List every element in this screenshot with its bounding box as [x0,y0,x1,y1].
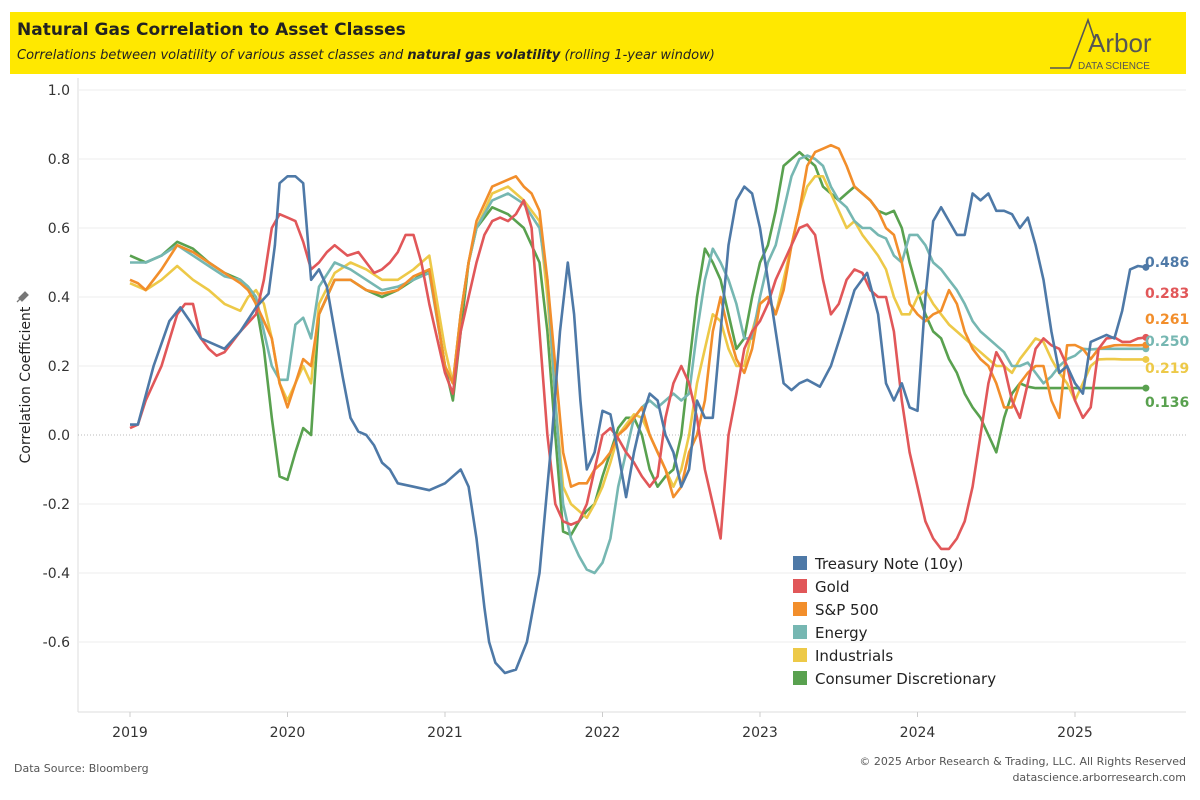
subtitle-text-2: (rolling 1-year window) [560,48,715,63]
y-tick-label: -0.2 [43,497,70,513]
legend-swatch[interactable] [793,556,807,570]
arbor-logo: Arbor DATA SCIENCE [1050,17,1152,72]
legend-item[interactable]: S&P 500 [815,601,879,619]
footer-right: © 2025 Arbor Research & Trading, LLC. Al… [859,754,1186,786]
series-end-label: 0.136 [1145,395,1189,411]
legend-swatch[interactable] [793,625,807,639]
y-tick-label: 0.2 [48,359,70,375]
x-tick-label: 2021 [427,725,463,741]
x-tick-label: 2023 [742,725,778,741]
series-line-4 [129,175,1146,520]
series-line-2 [129,143,1146,499]
chart-subtitle: Correlations between volatility of vario… [17,48,715,63]
series-end-label: 0.486 [1145,255,1189,271]
x-tick-label: 2025 [1057,725,1093,741]
chart-title: Natural Gas Correlation to Asset Classes [17,20,406,40]
logo-subtext: DATA SCIENCE [1078,61,1150,72]
series-end-marker-2 [1142,341,1150,349]
series-end-label: 0.219 [1145,361,1189,377]
y-tick-label: 0.0 [48,428,70,444]
series-end-label: 0.250 [1145,334,1190,350]
y-tick-label: 0.6 [48,221,70,237]
legend-item[interactable]: Consumer Discretionary [815,670,996,688]
x-tick-label: 2024 [900,725,936,741]
series-line-0 [130,175,1147,675]
series-end-marker-1 [1142,333,1150,341]
legend-swatch[interactable] [793,579,807,593]
series-line-3 [130,154,1146,575]
legend-item[interactable]: Gold [815,578,850,596]
pin-icon [16,291,29,303]
legend-item[interactable]: Treasury Note (10y) [814,555,963,573]
copyright: © 2025 Arbor Research & Trading, LLC. Al… [859,755,1186,768]
y-tick-label: 0.4 [48,290,70,306]
logo-text: Arbor [1088,28,1152,58]
y-tick-label: -0.4 [43,566,70,582]
series-end-marker-0 [1142,263,1150,271]
y-tick-label: 1.0 [48,83,70,99]
legend-swatch[interactable] [793,671,807,685]
x-tick-label: 2022 [585,725,621,741]
series-end-label: 0.283 [1145,286,1189,302]
logo-tree-icon [1050,17,1095,69]
data-source: Data Source: Bloomberg [14,762,149,775]
x-tick-label: 2019 [112,725,148,741]
y-axis-label: Correlation Coefficient [18,306,34,463]
legend-item[interactable]: Energy [815,624,868,642]
x-tick-label: 2020 [270,725,306,741]
y-tick-label: -0.6 [43,635,70,651]
legend-swatch[interactable] [793,648,807,662]
legend-item[interactable]: Industrials [815,647,893,665]
series-end-marker-4 [1142,355,1150,363]
subtitle-text-1: Correlations between volatility of vario… [17,48,408,63]
series-end-label: 0.261 [1145,312,1189,328]
title-banner: Natural Gas Correlation to Asset Classes… [10,12,1186,74]
subtitle-bold: natural gas volatility [407,48,561,63]
series-end-marker-5 [1142,384,1150,392]
y-tick-label: 0.8 [48,152,70,168]
website-link[interactable]: datascience.arborresearch.com [1012,771,1186,784]
series-line-1 [129,199,1147,551]
legend-swatch[interactable] [793,602,807,616]
